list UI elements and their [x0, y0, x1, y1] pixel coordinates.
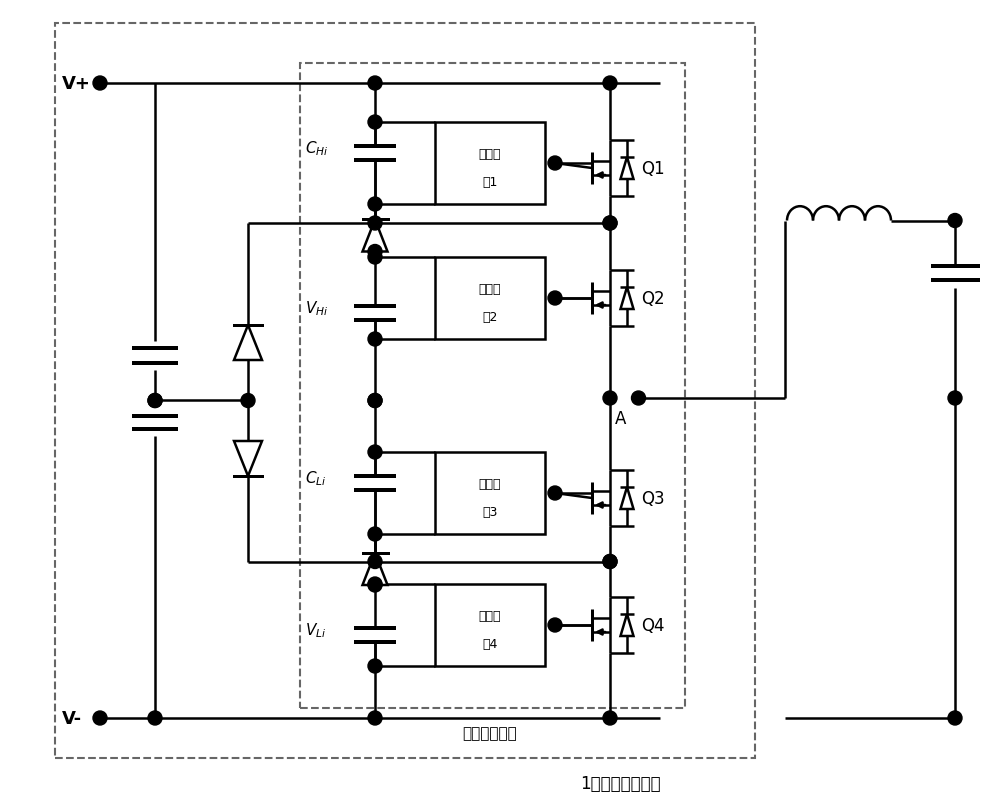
Circle shape: [548, 291, 562, 306]
Circle shape: [368, 528, 382, 541]
Circle shape: [368, 198, 382, 212]
Bar: [435, 452, 545, 534]
Circle shape: [368, 245, 382, 259]
Text: 自举驱动电路: 自举驱动电路: [463, 726, 517, 740]
Polygon shape: [620, 614, 634, 636]
Circle shape: [603, 392, 617, 406]
Circle shape: [368, 446, 382, 459]
Text: Q1: Q1: [642, 160, 665, 177]
Circle shape: [368, 77, 382, 91]
Bar: [435, 585, 545, 666]
Polygon shape: [234, 442, 262, 476]
Circle shape: [148, 394, 162, 408]
Circle shape: [603, 555, 617, 569]
Text: $V_{Hi}$: $V_{Hi}$: [305, 300, 328, 318]
Circle shape: [548, 157, 562, 171]
Bar: [55, 24, 755, 758]
Circle shape: [603, 711, 617, 725]
Circle shape: [368, 217, 382, 230]
Circle shape: [148, 394, 162, 408]
Circle shape: [368, 251, 382, 265]
Circle shape: [368, 555, 382, 569]
Polygon shape: [620, 287, 634, 310]
Circle shape: [632, 392, 646, 406]
Text: 驱动芯: 驱动芯: [479, 477, 501, 490]
Text: 片1: 片1: [482, 175, 498, 189]
Circle shape: [948, 711, 962, 725]
Text: 片4: 片4: [482, 637, 498, 650]
Polygon shape: [620, 158, 634, 180]
Circle shape: [368, 394, 382, 408]
Text: Q2: Q2: [642, 290, 665, 308]
Circle shape: [368, 659, 382, 673]
Text: Q4: Q4: [642, 616, 665, 634]
Text: 片3: 片3: [482, 505, 498, 518]
Text: 片2: 片2: [482, 310, 498, 323]
Circle shape: [93, 77, 107, 91]
Circle shape: [148, 711, 162, 725]
Circle shape: [368, 116, 382, 130]
Circle shape: [368, 332, 382, 347]
Circle shape: [603, 77, 617, 91]
Bar: [435, 123, 545, 205]
Text: $C_{Li}$: $C_{Li}$: [305, 469, 327, 487]
Text: Q3: Q3: [642, 489, 665, 507]
Text: V-: V-: [62, 709, 82, 727]
Text: $V_{Li}$: $V_{Li}$: [305, 621, 326, 639]
Circle shape: [548, 618, 562, 632]
Text: 1字型三电平电路: 1字型三电平电路: [580, 774, 660, 792]
Bar: [435, 258, 545, 340]
Text: 驱动芯: 驱动芯: [479, 609, 501, 622]
Circle shape: [948, 214, 962, 228]
Text: 驱动芯: 驱动芯: [479, 148, 501, 161]
Polygon shape: [620, 487, 634, 509]
Circle shape: [368, 578, 382, 593]
Text: A: A: [615, 410, 626, 427]
Circle shape: [603, 555, 617, 569]
Circle shape: [603, 217, 617, 230]
Circle shape: [368, 577, 382, 591]
Bar: [300, 64, 685, 708]
Circle shape: [368, 711, 382, 725]
Text: 驱动芯: 驱动芯: [479, 283, 501, 296]
Polygon shape: [362, 220, 388, 252]
Circle shape: [603, 217, 617, 230]
Polygon shape: [234, 325, 262, 361]
Circle shape: [948, 392, 962, 406]
Text: V+: V+: [62, 75, 91, 93]
Circle shape: [548, 487, 562, 500]
Circle shape: [241, 394, 255, 408]
Circle shape: [368, 394, 382, 408]
Polygon shape: [362, 553, 388, 585]
Circle shape: [93, 711, 107, 725]
Text: $C_{Hi}$: $C_{Hi}$: [305, 140, 329, 158]
